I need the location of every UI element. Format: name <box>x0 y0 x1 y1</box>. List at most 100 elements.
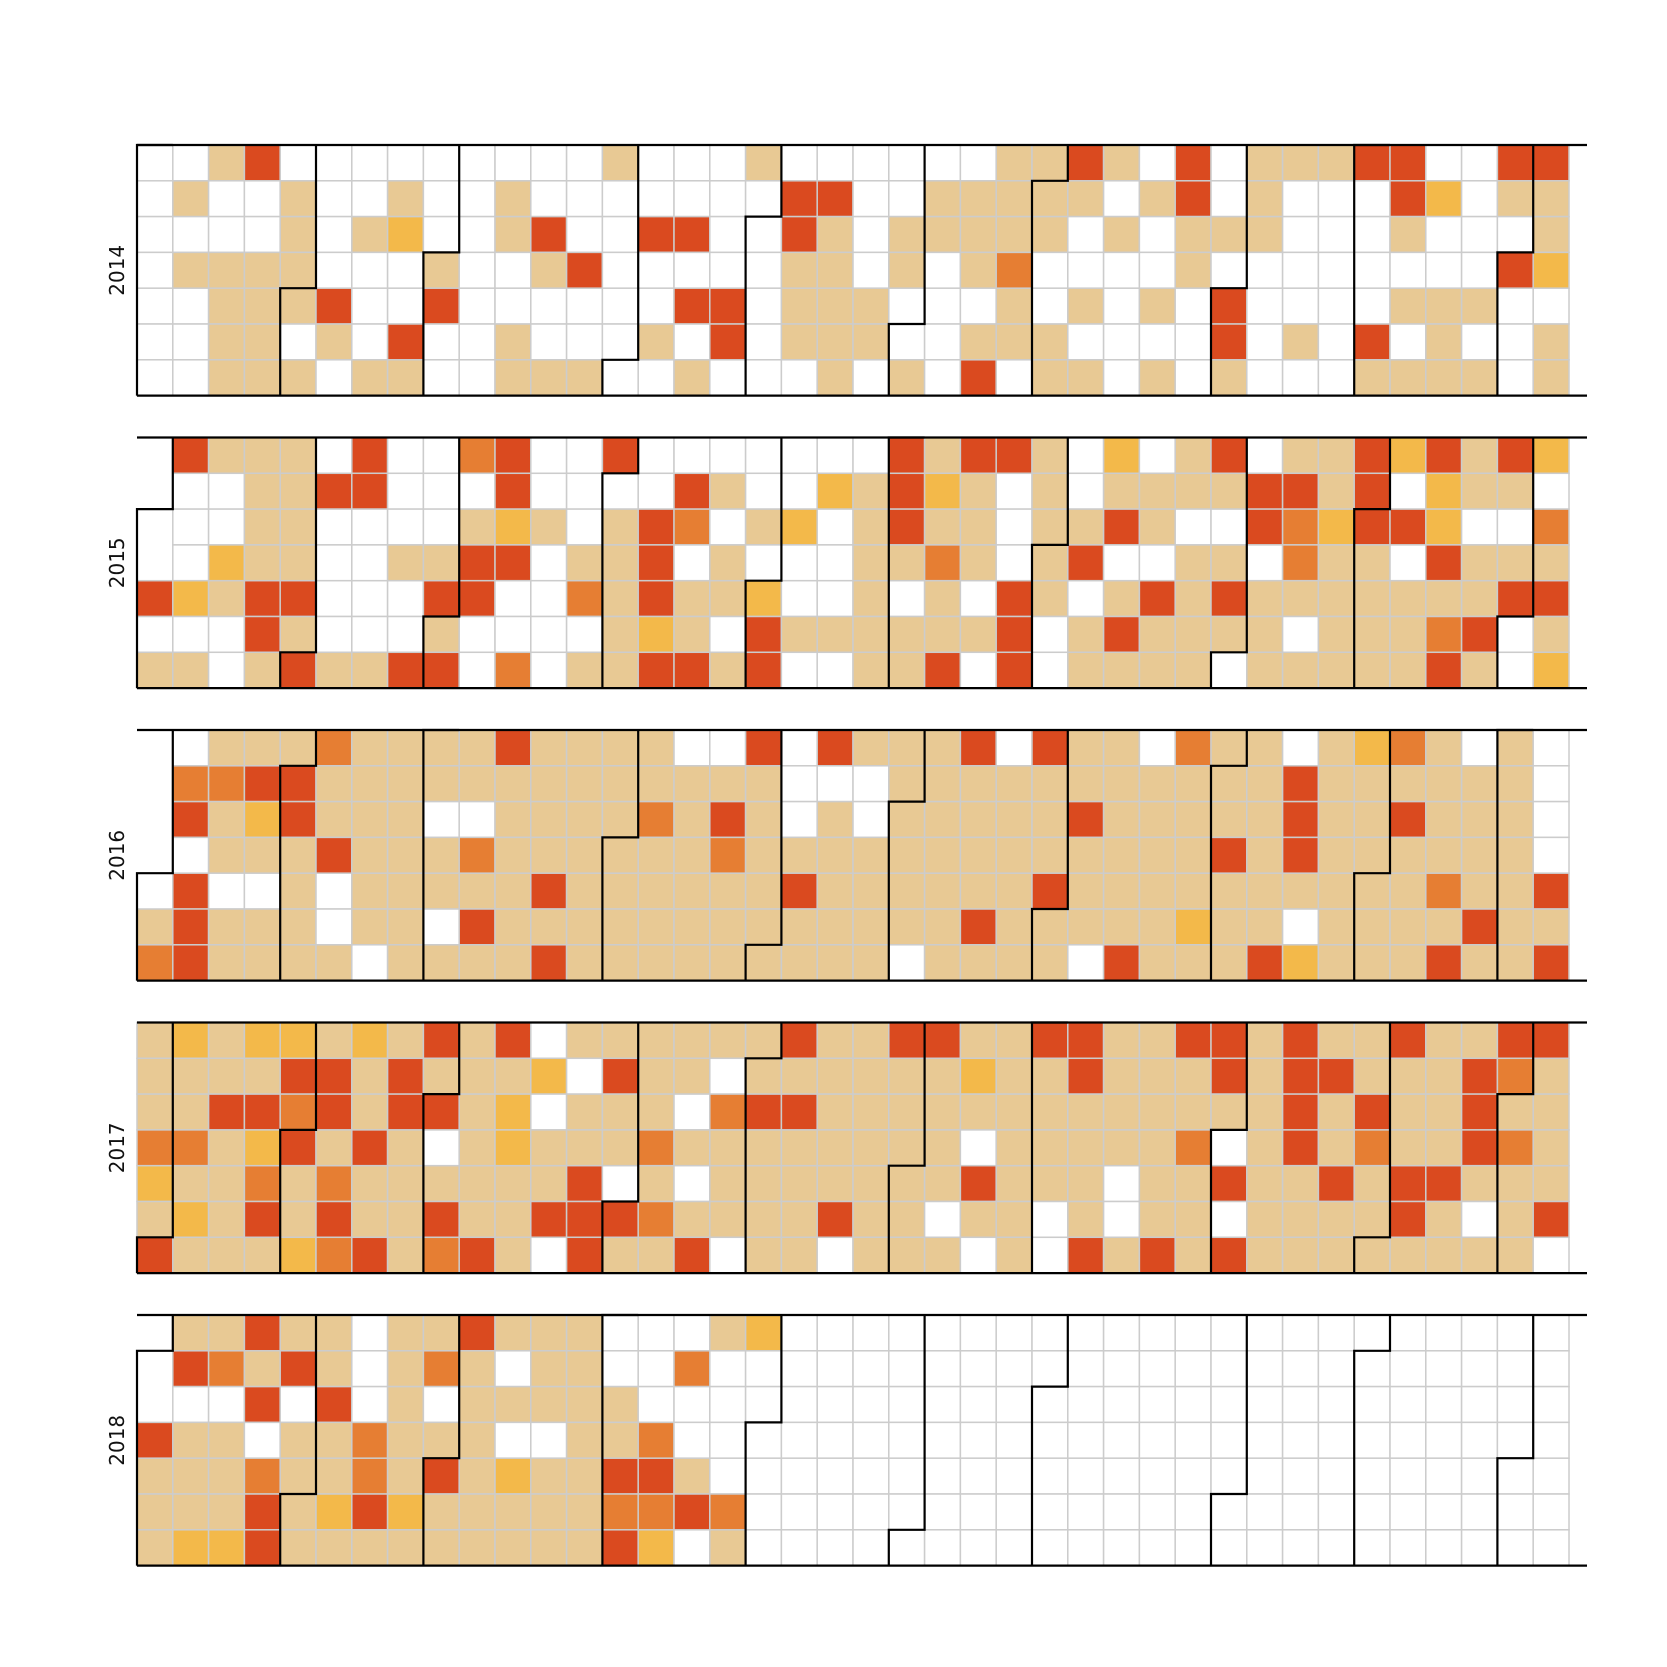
day-cell <box>1102 144 1141 182</box>
day-cell <box>888 651 926 689</box>
day-cell <box>1067 651 1105 689</box>
day-cell <box>1246 215 1284 254</box>
day-cell <box>315 1236 353 1274</box>
day-cell <box>1210 1493 1248 1531</box>
day-cell <box>315 729 353 767</box>
day-cell <box>1353 908 1391 946</box>
day-cell <box>816 908 854 946</box>
day-cell <box>1532 1236 1570 1274</box>
day-cell <box>601 1385 639 1424</box>
day-cell <box>207 1421 246 1459</box>
day-cell <box>351 180 389 218</box>
day-cell <box>637 1385 675 1424</box>
day-cell <box>1460 1200 1499 1239</box>
day-cell <box>458 1385 496 1424</box>
day-cell <box>852 1164 890 1203</box>
day-cell <box>172 1021 210 1060</box>
day-cell <box>709 144 747 182</box>
day-cell <box>1246 944 1284 982</box>
day-cell <box>565 508 604 546</box>
day-cell <box>351 1164 389 1203</box>
day-cell <box>1532 651 1570 689</box>
day-cell <box>995 836 1033 874</box>
day-cell <box>1496 579 1534 618</box>
day-cell <box>1210 436 1248 475</box>
day-cell <box>995 251 1033 289</box>
day-cell <box>1389 615 1427 654</box>
day-cell <box>172 1529 210 1567</box>
day-cell <box>207 1529 246 1567</box>
day-cell <box>637 544 675 582</box>
day-cell <box>136 579 174 618</box>
day-cell <box>923 1057 962 1095</box>
day-cell <box>1138 323 1176 361</box>
day-cell <box>888 1200 926 1239</box>
day-cell <box>243 1493 281 1531</box>
day-cell <box>1496 1093 1534 1131</box>
day-cell <box>422 765 460 803</box>
day-cell <box>243 544 281 582</box>
day-cell <box>744 287 783 325</box>
day-cell <box>136 215 174 254</box>
day-cell <box>1210 1021 1248 1060</box>
day-cell <box>780 472 818 510</box>
day-cell <box>1460 908 1499 946</box>
day-cell <box>386 144 425 182</box>
day-cell <box>207 251 246 289</box>
day-cell <box>243 836 281 874</box>
day-cell <box>279 1529 317 1567</box>
day-cell <box>852 1314 890 1352</box>
day-cell <box>136 1093 174 1131</box>
day-cell <box>351 944 389 982</box>
day-cell <box>959 765 997 803</box>
day-cell <box>709 579 747 618</box>
day-cell <box>995 1236 1033 1274</box>
day-cell <box>1460 800 1499 839</box>
day-cell <box>816 765 854 803</box>
day-cell <box>458 872 496 910</box>
day-cell <box>351 1350 389 1388</box>
day-cell <box>458 1093 496 1131</box>
day-cell <box>923 1200 962 1239</box>
day-cell <box>1389 651 1427 689</box>
day-cell <box>1031 544 1069 582</box>
day-cell <box>1281 144 1320 182</box>
day-cell <box>315 287 353 325</box>
day-cell <box>1317 1457 1355 1495</box>
day-cell <box>852 1021 890 1060</box>
day-cell <box>1460 1350 1499 1388</box>
day-cell <box>601 1529 639 1567</box>
day-cell <box>279 1093 317 1131</box>
day-cell <box>1389 872 1427 910</box>
day-cell <box>351 836 389 874</box>
day-cell <box>780 436 818 475</box>
day-cell <box>1281 1385 1320 1424</box>
day-cell <box>1460 359 1499 397</box>
day-cell <box>351 215 389 254</box>
day-cell <box>637 729 675 767</box>
day-cell <box>1246 729 1284 767</box>
day-cell <box>923 359 962 397</box>
day-cell <box>709 1236 747 1274</box>
day-cell <box>565 836 604 874</box>
day-cell <box>637 215 675 254</box>
day-cell <box>1031 287 1069 325</box>
day-cell <box>422 651 460 689</box>
day-cell <box>780 180 818 218</box>
day-cell <box>1031 872 1069 910</box>
day-cell <box>458 508 496 546</box>
day-cell <box>888 1236 926 1274</box>
day-cell <box>959 1350 997 1388</box>
day-cell <box>709 1057 747 1095</box>
day-cell <box>1389 359 1427 397</box>
day-cell <box>172 436 210 475</box>
day-cell <box>136 1236 174 1274</box>
day-cell <box>243 215 281 254</box>
day-cell <box>279 508 317 546</box>
day-cell <box>637 1457 675 1495</box>
day-cell <box>1031 1385 1069 1424</box>
day-cell <box>1246 508 1284 546</box>
day-cell <box>458 1021 496 1060</box>
day-cell <box>494 1093 532 1131</box>
day-cell <box>1102 472 1141 510</box>
